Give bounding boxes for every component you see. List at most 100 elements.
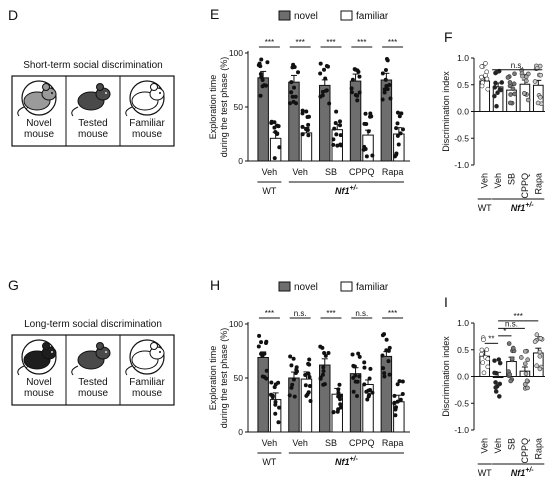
y-tick-label: 1.0 bbox=[457, 53, 469, 63]
data-point bbox=[481, 370, 487, 376]
category-label: Veh bbox=[262, 167, 278, 177]
data-point bbox=[268, 392, 273, 397]
data-point bbox=[394, 152, 399, 157]
data-point bbox=[320, 372, 325, 377]
y-tick-label: -1.0 bbox=[454, 160, 469, 170]
data-point bbox=[499, 80, 505, 85]
mouse-eye bbox=[51, 92, 53, 94]
category-label: Rapa bbox=[382, 438, 404, 448]
data-point bbox=[292, 394, 297, 399]
data-point bbox=[318, 61, 323, 66]
data-point bbox=[258, 72, 263, 77]
category-label: CPPQ bbox=[349, 167, 375, 177]
data-point bbox=[332, 126, 337, 131]
significance-label: *** bbox=[265, 38, 274, 47]
data-point bbox=[497, 360, 503, 366]
data-point bbox=[259, 74, 264, 79]
data-point bbox=[497, 87, 503, 92]
data-point bbox=[256, 344, 261, 349]
data-point bbox=[537, 366, 543, 372]
data-point bbox=[493, 80, 498, 86]
mouse-label: Novel bbox=[26, 118, 52, 129]
category-label: Veh bbox=[292, 167, 308, 177]
data-point bbox=[292, 64, 297, 69]
data-point bbox=[259, 57, 264, 62]
significance-label: *** bbox=[357, 38, 366, 47]
data-point bbox=[352, 364, 357, 369]
data-point bbox=[395, 121, 400, 126]
data-point bbox=[324, 63, 329, 68]
data-point bbox=[323, 76, 328, 81]
significance-label: n.s. bbox=[294, 309, 307, 318]
data-point bbox=[289, 80, 294, 85]
y-tick-label: 0.5 bbox=[457, 345, 469, 355]
data-point bbox=[277, 405, 282, 410]
data-point bbox=[292, 85, 297, 90]
mouse-label: Tested bbox=[78, 118, 107, 129]
data-point bbox=[357, 74, 362, 79]
data-point bbox=[388, 96, 393, 101]
y-tick-label: 0.0 bbox=[457, 107, 469, 117]
mouse-eye bbox=[105, 351, 107, 353]
data-point bbox=[306, 371, 311, 376]
y-tick-label: -1.0 bbox=[454, 425, 469, 435]
data-point bbox=[321, 365, 326, 370]
data-point bbox=[366, 394, 371, 399]
mouse-tail bbox=[125, 365, 133, 376]
novel-mouse-icon bbox=[17, 83, 57, 117]
data-point bbox=[510, 345, 516, 351]
data-point bbox=[272, 156, 277, 161]
data-point bbox=[327, 101, 332, 106]
data-point bbox=[307, 357, 312, 362]
data-point bbox=[493, 70, 498, 76]
mouse-eye bbox=[159, 92, 161, 94]
data-point bbox=[497, 394, 502, 399]
data-point bbox=[260, 84, 265, 89]
data-point bbox=[380, 353, 385, 358]
data-point bbox=[400, 391, 405, 396]
mouse-ear bbox=[96, 342, 104, 350]
bar-novel bbox=[288, 377, 300, 433]
data-point bbox=[307, 374, 312, 379]
data-point bbox=[534, 363, 539, 369]
group-label-nf1: Nf1+/- bbox=[511, 202, 535, 213]
data-point bbox=[506, 341, 512, 346]
data-point bbox=[520, 73, 525, 79]
data-point bbox=[479, 64, 485, 69]
data-point bbox=[331, 142, 336, 147]
data-point bbox=[321, 382, 326, 387]
group-label-wt: WT bbox=[262, 186, 276, 196]
mouse-eye bbox=[159, 351, 161, 353]
data-point bbox=[260, 77, 265, 82]
data-point bbox=[507, 372, 513, 377]
chart-panel-I: I -1.0 -0.5 0.0 0.5 1.0 Discrimination index Ve… bbox=[441, 294, 545, 478]
data-point bbox=[384, 337, 389, 342]
category-label: SB bbox=[507, 438, 517, 450]
y-tick-label: 50 bbox=[234, 373, 244, 383]
data-point bbox=[387, 83, 392, 88]
novel-mouse-icon bbox=[17, 342, 57, 376]
data-point bbox=[305, 126, 310, 131]
data-point bbox=[307, 384, 312, 389]
group-label-sup: +/- bbox=[349, 456, 358, 463]
significance-label: *** bbox=[265, 309, 274, 318]
legend-swatch-novel bbox=[278, 10, 291, 21]
data-point bbox=[495, 90, 500, 96]
data-point bbox=[331, 137, 336, 142]
category-label: Veh bbox=[262, 438, 278, 448]
mouse-eye bbox=[105, 92, 107, 94]
mouse-label: Familiar bbox=[129, 377, 165, 388]
y-tick-label: 0 bbox=[238, 427, 243, 437]
data-point bbox=[397, 379, 402, 384]
data-point bbox=[308, 398, 313, 403]
y-axis-title-line: during the test phase (%) bbox=[219, 328, 229, 429]
significance-label: n.s. bbox=[505, 319, 518, 328]
data-point bbox=[485, 364, 491, 370]
tested-mouse-icon bbox=[71, 83, 111, 117]
data-point bbox=[538, 336, 543, 341]
data-point bbox=[336, 387, 341, 392]
chart-panel-F: F -1.0 -0.5 0.0 0.5 1.0 Discrimination index Ve… bbox=[441, 29, 545, 213]
category-label: CPPQ bbox=[349, 438, 375, 448]
